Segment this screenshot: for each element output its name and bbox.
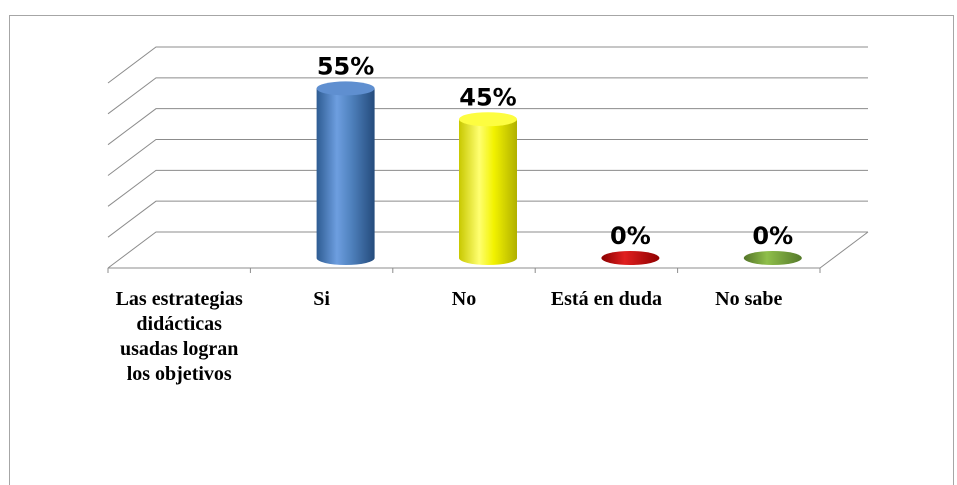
data-label: 0% [752, 222, 793, 250]
data-label: 55% [317, 52, 374, 80]
bar-body [459, 119, 517, 265]
gridline [107, 46, 868, 84]
category-label: Las estrategias didácticas usadas logran… [115, 288, 243, 385]
gridline [107, 200, 868, 238]
category-label: No sabe [715, 288, 783, 310]
gridline [107, 139, 868, 176]
gridlines [107, 46, 869, 269]
gridline [107, 108, 868, 146]
chart-frame [9, 15, 954, 485]
data-label: 45% [459, 83, 516, 111]
bar-top [459, 112, 517, 127]
bar-no-sabe [743, 251, 802, 265]
bars [316, 81, 802, 266]
floor-edge [819, 231, 869, 269]
gridline [107, 231, 868, 269]
bar-top [316, 81, 375, 96]
data-label: 0% [610, 222, 651, 250]
gridline [107, 77, 868, 115]
category-label: Si [313, 288, 330, 310]
bar-no [459, 112, 517, 265]
bar-top [743, 251, 802, 265]
category-label: No [451, 288, 477, 310]
x-axis [107, 267, 821, 273]
bar-body [316, 88, 375, 266]
bar-top [601, 251, 660, 265]
data-labels: 55% 45% 0% 0% [317, 52, 793, 250]
bar-está-en-duda [601, 251, 660, 265]
category-label: Está en duda [550, 288, 662, 310]
gridline [107, 169, 868, 207]
bar-si [316, 81, 375, 266]
